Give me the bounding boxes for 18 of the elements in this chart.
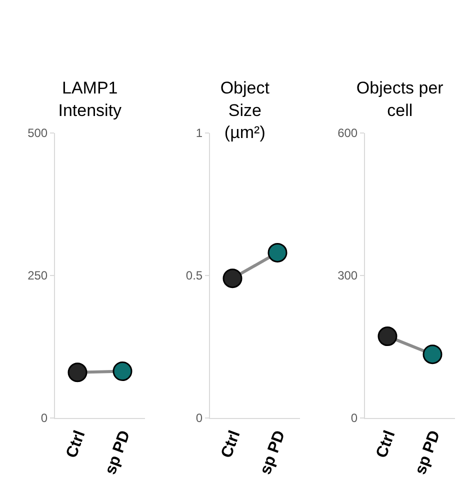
x-tick-label: sp PD — [412, 428, 444, 477]
chart-title: Objects per cell — [356, 78, 444, 120]
y-tick-label: 600 — [338, 126, 358, 140]
y-tick-label: 0 — [350, 411, 358, 426]
x-tick-label: Ctrl — [63, 428, 89, 460]
y-tick-label: 0.5 — [186, 268, 203, 283]
x-tick-label: Ctrl — [218, 428, 244, 460]
y-tick-label: 500 — [28, 126, 48, 140]
y-tick-label: 250 — [28, 268, 48, 283]
y-tick-label: 300 — [338, 268, 358, 283]
x-tick-label: sp PD — [102, 428, 134, 477]
chart-title: LAMP1 Intensity — [58, 78, 122, 120]
y-tick-label: 0 — [196, 411, 203, 426]
x-tick-label: sp PD — [257, 428, 289, 477]
y-tick-label: 1 — [196, 126, 203, 140]
chart-title: Object Size (µm²) — [220, 78, 270, 142]
y-tick-label: 0 — [40, 411, 48, 426]
x-tick-label: Ctrl — [373, 428, 399, 460]
